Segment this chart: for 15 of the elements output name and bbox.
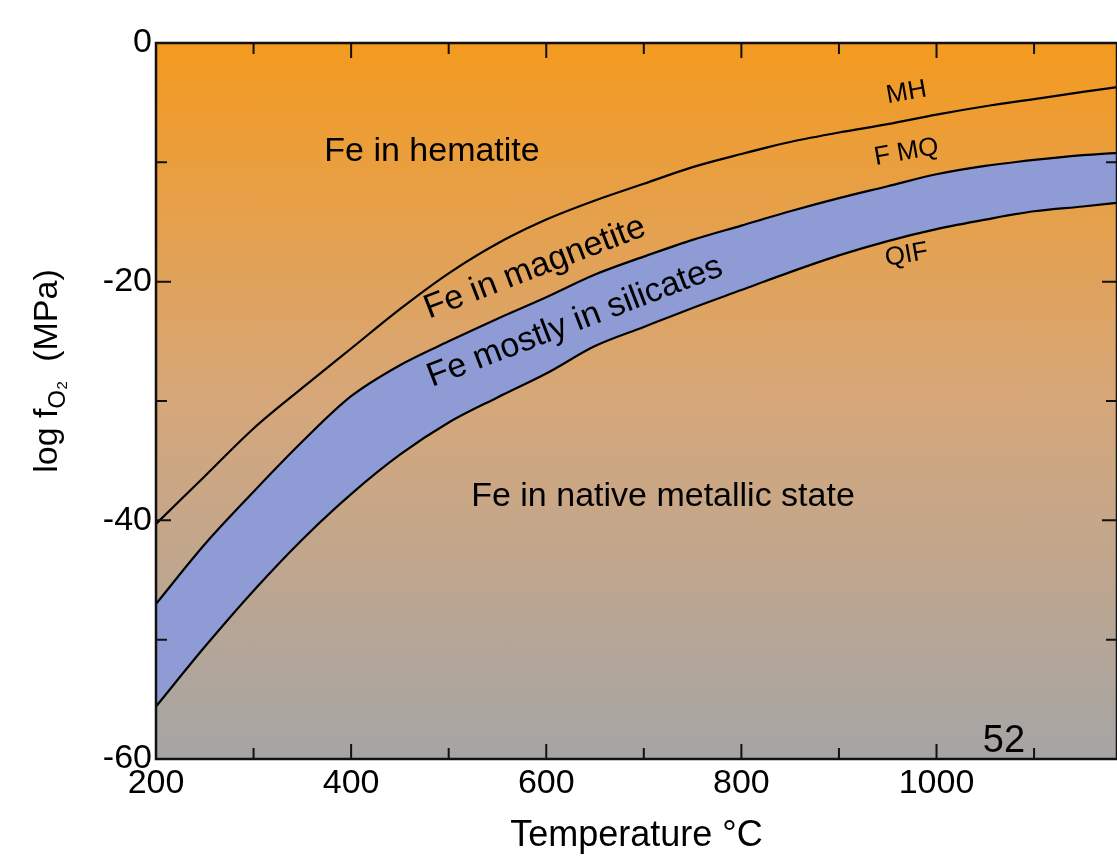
annotation: Fe in native metallic state bbox=[471, 475, 855, 514]
text: F MQ bbox=[871, 130, 941, 171]
text: QIF bbox=[882, 234, 931, 272]
y-tick-label: -20 bbox=[102, 260, 152, 299]
text: MH bbox=[883, 72, 929, 110]
x-axis-title: Temperature °C bbox=[510, 813, 763, 855]
y-axis-title: log fO₂ (MPa) bbox=[26, 269, 70, 473]
y-tick-label: -40 bbox=[102, 498, 152, 537]
x-tick-label: 1000 bbox=[898, 761, 975, 800]
annotation: Fe in hematite bbox=[324, 130, 540, 169]
x-tick-label: 600 bbox=[517, 761, 575, 800]
x-tick-label: 800 bbox=[713, 761, 770, 800]
annotation: 52 bbox=[982, 718, 1026, 761]
y-tick-label: 0 bbox=[133, 21, 152, 60]
x-tick-label: 400 bbox=[322, 761, 380, 800]
